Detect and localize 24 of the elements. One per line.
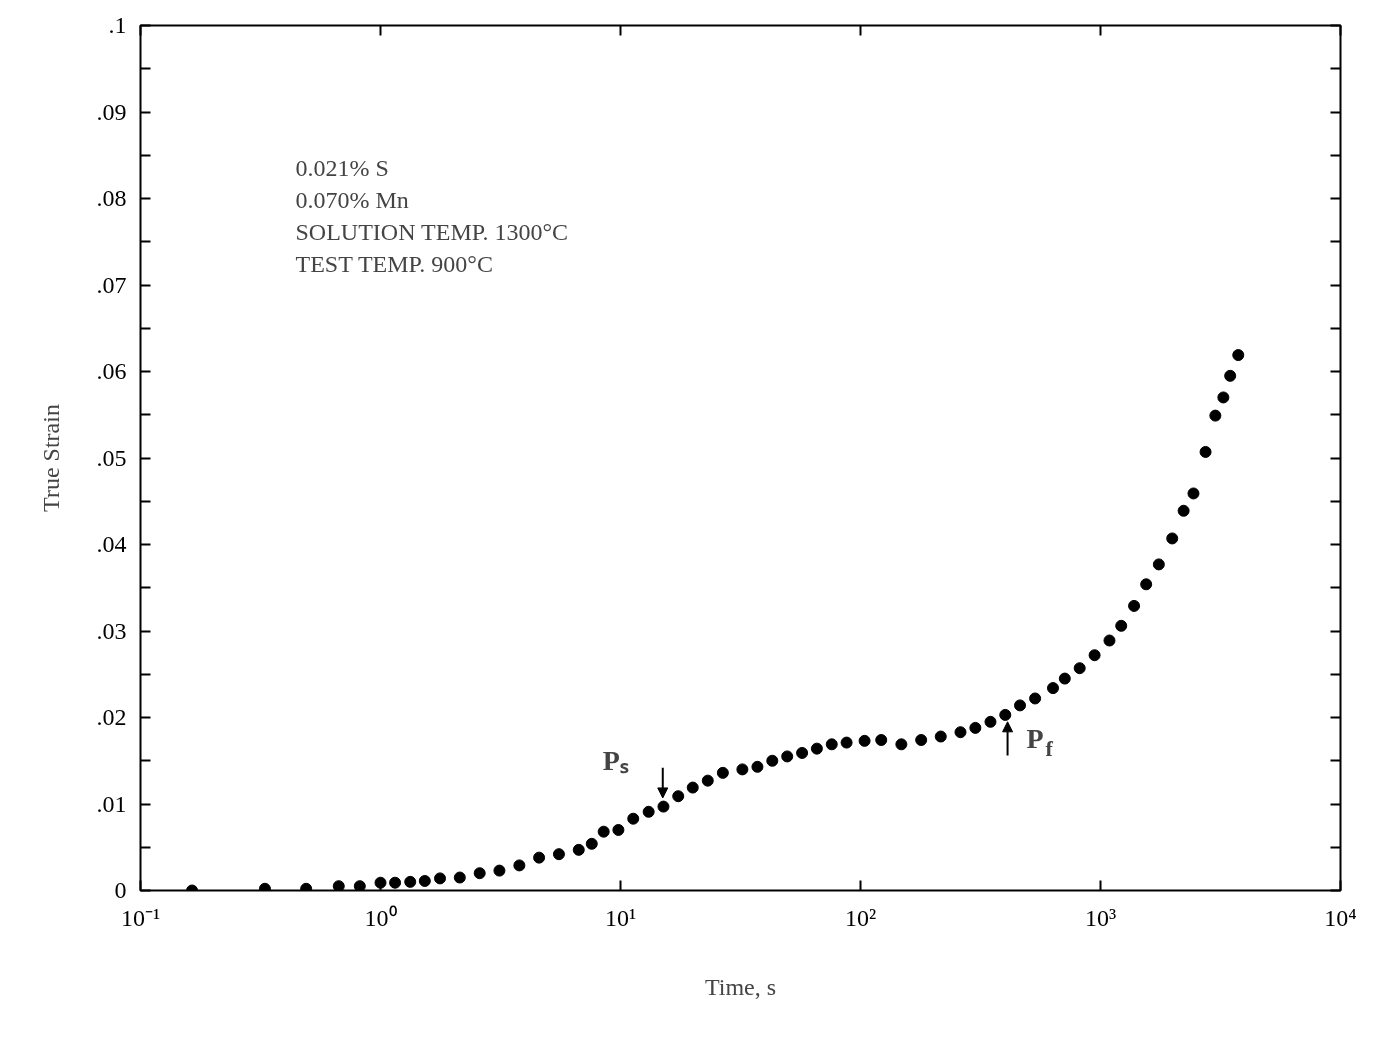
y-tick-label: .04 (96, 531, 127, 557)
y-tick-label: .03 (96, 617, 127, 644)
x-tick-label: 10² (844, 904, 877, 931)
y-tick-label: .07 (96, 271, 127, 298)
x-tick-label: 10³ (1084, 904, 1117, 931)
annotation: Pₛ (602, 745, 629, 777)
y-tick-label: .08 (96, 185, 127, 211)
x-tick-label: 10⁻¹ (120, 904, 161, 931)
x-tick-label: 10¹ (604, 904, 637, 931)
annotation: 0.021% S (295, 154, 389, 181)
y-tick-label: .06 (96, 358, 127, 384)
y-tick-label: .09 (96, 98, 127, 125)
y-tick-label: .1 (108, 12, 127, 38)
x-tick-label: 10⁴ (1324, 904, 1357, 931)
annotation: SOLUTION TEMP. 1300°C (295, 218, 569, 245)
annotation: TEST TEMP. 900°C (295, 250, 493, 277)
y-tick-label: .01 (96, 790, 127, 817)
y-axis-title: True Strain (37, 404, 64, 512)
y-tick-label: .05 (96, 444, 127, 471)
x-tick-label: 10⁰ (364, 904, 397, 931)
x-axis-title: Time, s (704, 973, 777, 1000)
y-tick-label: .02 (96, 704, 127, 730)
y-tick-label: 0 (114, 877, 127, 903)
annotation: 0.070% Mn (295, 186, 409, 213)
